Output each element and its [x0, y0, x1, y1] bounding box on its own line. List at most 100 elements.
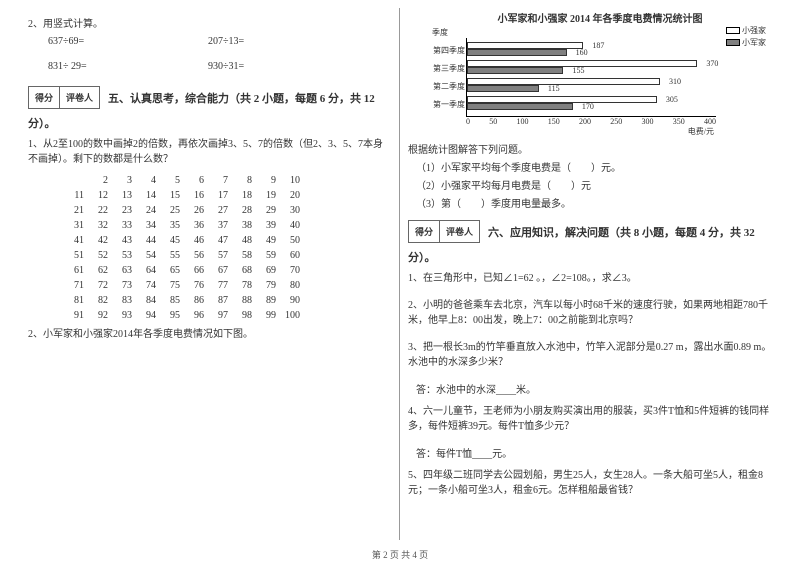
number-row: 11121314151617181920	[64, 190, 391, 201]
bar-group: 第二季度310115	[467, 78, 716, 96]
bar-xiaoqiang: 310	[467, 78, 660, 85]
x-axis-unit: 电费/元	[466, 126, 716, 137]
number-cell: 16	[184, 190, 208, 201]
number-cell: 32	[88, 220, 112, 231]
q6-4-answer: 答：每件T恤____元。	[416, 445, 772, 460]
bar-group-label: 第四季度	[427, 45, 465, 56]
number-cell: 99	[256, 310, 280, 321]
number-cell: 65	[160, 265, 184, 276]
number-cell: 78	[232, 280, 256, 291]
bars-area: 第四季度187160第三季度370155第二季度310115第一季度305170	[466, 38, 716, 117]
number-cell: 27	[208, 205, 232, 216]
number-cell: 100	[280, 310, 304, 321]
bar-group: 第三季度370155	[467, 60, 716, 78]
chart-questions-title: 根据统计图解答下列问题。	[408, 143, 772, 158]
number-cell: 76	[184, 280, 208, 291]
number-cell: 5	[160, 175, 184, 186]
legend-xiaoqiang: 小强家	[726, 25, 766, 36]
number-cell: 90	[280, 295, 304, 306]
number-cell: 45	[160, 235, 184, 246]
bar-chart: 小军家和小强家 2014 年各季度电费情况统计图 小强家 小军家 季度 第四季度…	[428, 10, 772, 137]
number-cell: 37	[208, 220, 232, 231]
number-cell: 12	[88, 190, 112, 201]
x-tick: 150	[548, 117, 560, 126]
bar-value: 115	[548, 84, 560, 93]
number-cell: 84	[136, 295, 160, 306]
number-cell: 88	[232, 295, 256, 306]
number-cell: 70	[280, 265, 304, 276]
bar-group: 第一季度305170	[467, 96, 716, 114]
x-axis-ticks: 050100150200250300350400	[466, 117, 716, 126]
number-cell: 59	[256, 250, 280, 261]
x-tick: 50	[489, 117, 497, 126]
number-cell: 74	[136, 280, 160, 291]
legend-xiaojun: 小军家	[726, 37, 766, 48]
calc-1a: 637÷69=	[48, 36, 208, 47]
chart-q3: （3）第（ ）季度用电量最多。	[416, 197, 772, 212]
legend-label-a: 小强家	[742, 25, 766, 36]
number-cell: 73	[112, 280, 136, 291]
number-cell: 25	[160, 205, 184, 216]
bar-xiaojun: 170	[467, 103, 573, 110]
bar-xiaojun: 115	[467, 85, 539, 92]
bar-value: 160	[576, 48, 588, 57]
number-cell: 72	[88, 280, 112, 291]
number-cell: 11	[64, 190, 88, 201]
section-5-suffix: 分）。	[28, 115, 391, 131]
x-tick: 200	[579, 117, 591, 126]
number-cell: 77	[208, 280, 232, 291]
x-tick: 100	[517, 117, 529, 126]
bar-value: 310	[669, 77, 681, 86]
q5-2: 2、小军家和小强家2014年各季度电费情况如下图。	[28, 327, 391, 342]
bar-group-label: 第二季度	[427, 81, 465, 92]
number-cell: 58	[232, 250, 256, 261]
q6-1: 1、在三角形中，已知∠1=62 。，∠2=108。，求∠3。	[408, 271, 772, 286]
number-cell: 51	[64, 250, 88, 261]
number-cell: 55	[160, 250, 184, 261]
bar-value: 155	[572, 66, 584, 75]
number-cell: 92	[88, 310, 112, 321]
section-6-suffix: 分）。	[408, 249, 772, 265]
number-cell: 85	[160, 295, 184, 306]
q2-title: 2、用竖式计算。	[28, 17, 391, 32]
chart-q1: （1）小军家平均每个季度电费是（ ）元。	[416, 161, 772, 176]
q6-5: 5、四年级二班同学去公园划船，男生25人，女生28人。一条大船可坐5人，租金8元…	[408, 468, 772, 498]
number-cell: 20	[280, 190, 304, 201]
bar-xiaoqiang: 187	[467, 42, 583, 49]
calc-row-2: 831÷ 29= 930÷31=	[48, 61, 391, 72]
number-row: 21222324252627282930	[64, 205, 391, 216]
number-cell: 41	[64, 235, 88, 246]
number-row: 919293949596979899100	[64, 310, 391, 321]
number-cell: 47	[208, 235, 232, 246]
bar-value: 370	[706, 59, 718, 68]
number-cell: 36	[184, 220, 208, 231]
number-cell: 9	[256, 175, 280, 186]
number-cell: 13	[112, 190, 136, 201]
number-cell: 61	[64, 265, 88, 276]
number-cell: 82	[88, 295, 112, 306]
number-cell: 31	[64, 220, 88, 231]
chart-q2: （2）小强家平均每月电费是（ ）元	[416, 179, 772, 194]
number-cell: 64	[136, 265, 160, 276]
number-cell: 39	[256, 220, 280, 231]
bar-value: 187	[592, 41, 604, 50]
number-cell: 28	[232, 205, 256, 216]
number-cell: 60	[280, 250, 304, 261]
number-cell: 23	[112, 205, 136, 216]
number-cell: 30	[280, 205, 304, 216]
calc-row-1: 637÷69= 207÷13=	[48, 36, 391, 47]
x-tick: 0	[466, 117, 470, 126]
chart-legend: 小强家 小军家	[726, 24, 766, 49]
number-row: 71727374757677787980	[64, 280, 391, 291]
number-cell: 62	[88, 265, 112, 276]
number-cell: 6	[184, 175, 208, 186]
number-grid: 2345678910111213141516171819202122232425…	[64, 175, 391, 321]
number-cell: 87	[208, 295, 232, 306]
right-column: 小军家和小强家 2014 年各季度电费情况统计图 小强家 小军家 季度 第四季度…	[400, 8, 780, 540]
bar-xiaojun: 155	[467, 67, 563, 74]
number-cell: 52	[88, 250, 112, 261]
number-cell: 67	[208, 265, 232, 276]
section-5-title: 五、认真思考，综合能力（共 2 小题，每题 6 分，共 12	[108, 90, 375, 106]
number-cell: 46	[184, 235, 208, 246]
number-cell: 50	[280, 235, 304, 246]
